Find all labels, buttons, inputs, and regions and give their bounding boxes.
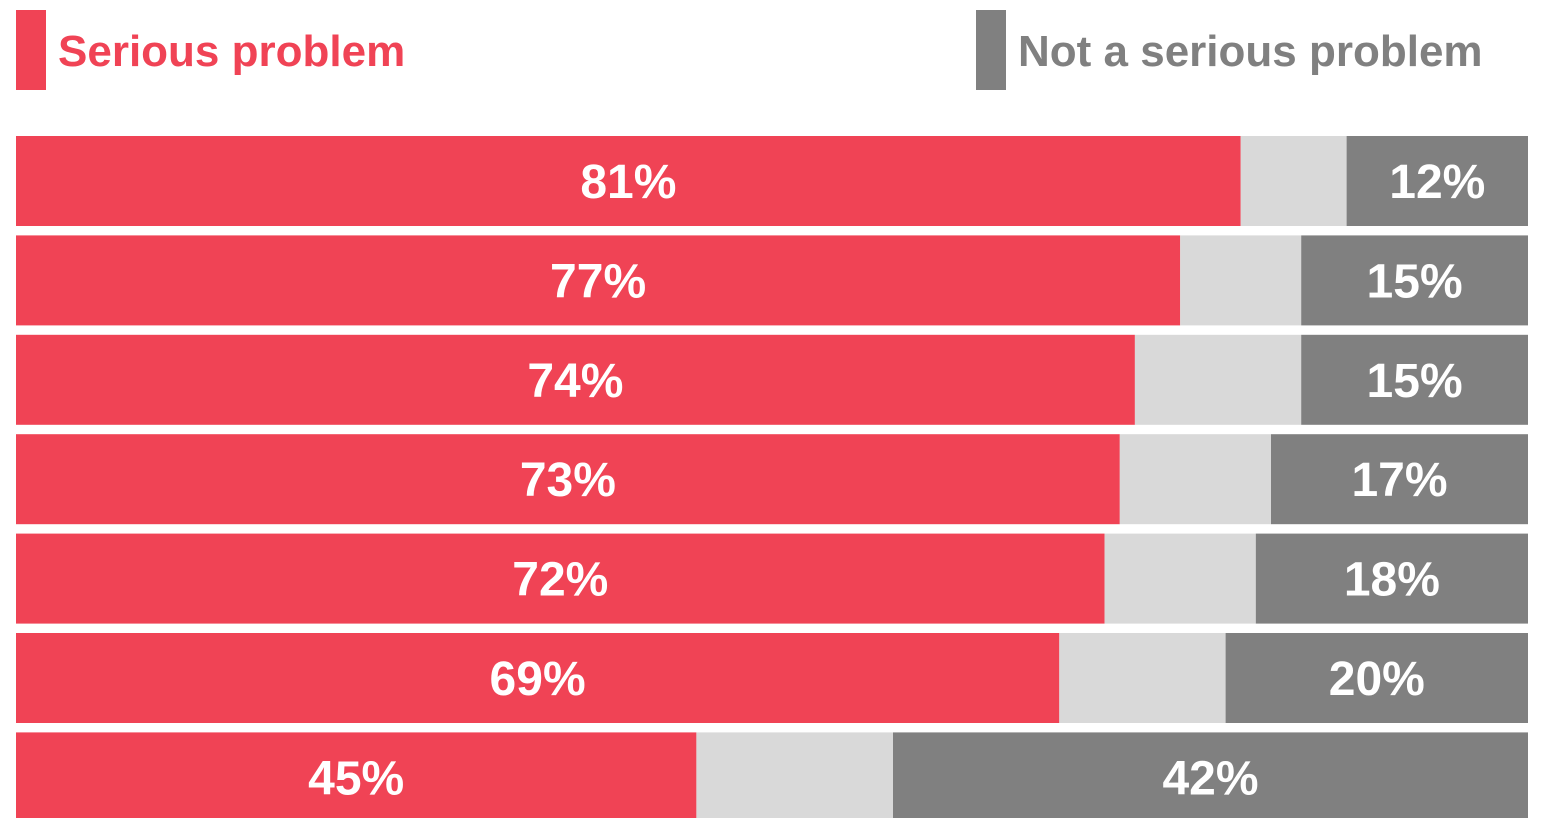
bar-serious-2 (16, 235, 1181, 326)
data-label-serious-6: 69% (490, 653, 586, 706)
data-label-serious-5: 72% (512, 554, 608, 607)
bar-serious-3 (16, 334, 1135, 425)
data-label-not-serious-4: 17% (1351, 454, 1447, 507)
data-label-not-serious-5: 18% (1344, 554, 1440, 607)
bar-neither-6 (1059, 633, 1226, 723)
legend-label-not-serious: Not a serious problem (1018, 27, 1483, 76)
bar-serious-1 (16, 136, 1241, 226)
bar-neither-4 (1119, 434, 1271, 525)
bar-serious-4 (16, 434, 1120, 525)
data-label-serious-3: 74% (527, 355, 623, 408)
legend-swatch-not-serious (976, 10, 1006, 90)
bar-neither-5 (1104, 533, 1256, 624)
bar-not-serious-5 (1255, 533, 1528, 624)
bar-not-serious-7 (893, 732, 1528, 818)
bar-neither-3 (1134, 334, 1302, 425)
bar-not-serious-2 (1301, 235, 1528, 326)
data-label-not-serious-3: 15% (1367, 355, 1463, 408)
bar-serious-6 (16, 633, 1060, 723)
bar-neither-2 (1180, 235, 1302, 326)
bar-neither-1 (1240, 136, 1347, 226)
data-label-not-serious-6: 20% (1329, 653, 1425, 706)
bar-not-serious-1 (1346, 136, 1528, 226)
data-label-serious-1: 81% (580, 156, 676, 209)
bar-not-serious-6 (1225, 633, 1528, 723)
bar-not-serious-4 (1271, 434, 1528, 525)
bar-not-serious-3 (1301, 334, 1528, 425)
data-label-serious-7: 45% (308, 752, 404, 805)
legend-label-serious: Serious problem (58, 27, 406, 76)
bar-neither-7 (696, 732, 893, 818)
data-label-not-serious-7: 42% (1162, 752, 1258, 805)
bar-serious-7 (16, 732, 697, 818)
data-label-serious-2: 77% (550, 255, 646, 308)
legend-swatch-serious (16, 10, 46, 90)
data-label-serious-4: 73% (520, 454, 616, 507)
data-label-not-serious-1: 12% (1389, 156, 1485, 209)
bar-serious-5 (16, 533, 1105, 624)
data-label-not-serious-2: 15% (1367, 255, 1463, 308)
